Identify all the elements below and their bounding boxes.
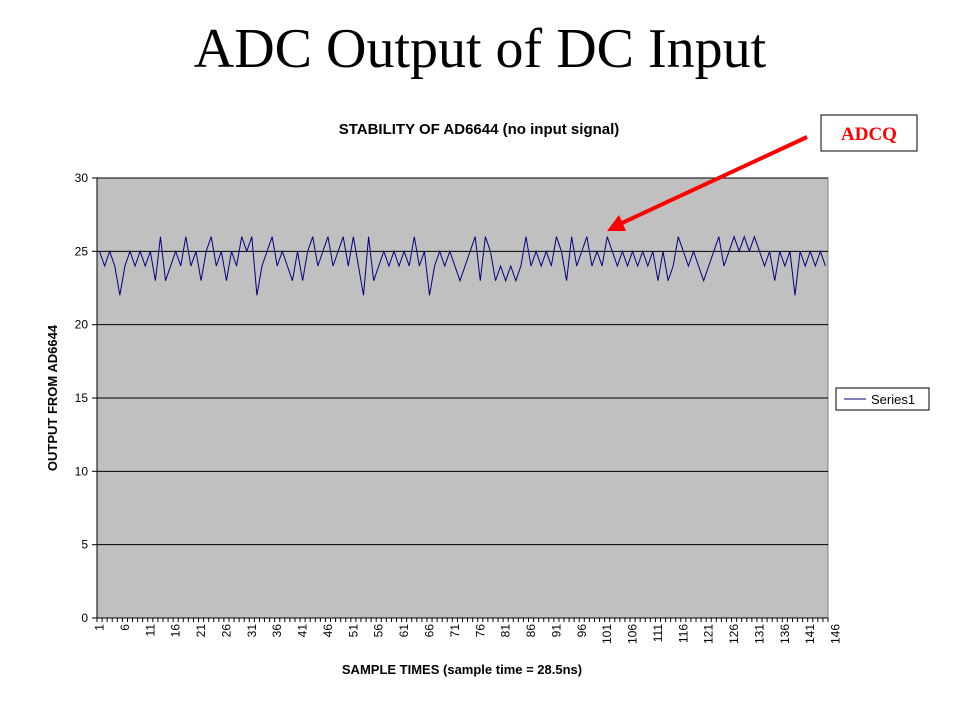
x-tick-label: 141 (803, 624, 817, 644)
x-tick-label: 86 (524, 624, 538, 638)
y-tick-label: 5 (81, 538, 88, 552)
callout-arrowhead (607, 215, 626, 231)
callout-label: ADCQ (841, 124, 897, 145)
callout: ADCQ (607, 114, 918, 231)
x-tick-label: 16 (169, 624, 183, 638)
x-axis: 1 6 11 16 21 26 31 36 41 46 51 56 61 66 71 76 81 86 91 96 10… (93, 617, 843, 644)
y-tick-label: 15 (75, 391, 89, 405)
y-tick-label: 10 (75, 464, 89, 478)
x-tick-label: 26 (219, 624, 233, 638)
chart-title: STABILITY OF AD6644 (no input signal) (339, 121, 620, 138)
callout-box (820, 114, 918, 152)
x-tick-label: 101 (600, 624, 614, 644)
gridlines (97, 177, 828, 546)
x-tick-label: 81 (499, 624, 513, 638)
x-tick-label: 71 (448, 624, 462, 638)
x-tick-label: 56 (372, 624, 386, 638)
x-tick-label: 91 (549, 624, 563, 638)
x-tick-label: 106 (626, 624, 640, 644)
x-tick-label: 146 (829, 624, 843, 644)
y-tick-label: 30 (75, 171, 89, 185)
x-tick-label: 131 (752, 624, 766, 644)
y-axis-label: OUTPUT FROM AD6644 (45, 324, 60, 471)
y-tick-label: 20 (75, 318, 89, 332)
slide-title: ADC Output of DC Input (193, 18, 767, 80)
x-tick-label: 6 (118, 624, 132, 631)
x-tick-label: 111 (651, 624, 665, 643)
x-tick-label: 76 (473, 624, 487, 638)
x-tick-label: 121 (702, 624, 716, 644)
x-tick-label: 116 (676, 624, 690, 643)
legend: Series1 (835, 387, 930, 411)
x-tick-label: 1 (93, 624, 107, 631)
x-tick-label: 36 (270, 624, 284, 638)
x-tick-label: 61 (397, 624, 411, 638)
x-tick-label: 96 (575, 624, 589, 638)
x-tick-label: 46 (321, 624, 335, 638)
x-tick-label: 41 (296, 624, 310, 638)
y-tick-label: 25 (75, 244, 89, 258)
x-tick-label: 136 (778, 624, 792, 644)
x-tick-label: 31 (245, 624, 259, 638)
x-tick-label: 51 (346, 624, 360, 638)
x-tick-label: 66 (423, 624, 437, 638)
legend-label-series1: Series1 (871, 392, 915, 407)
x-axis-label: SAMPLE TIMES (sample time = 28.5ns) (342, 662, 582, 677)
x-tick-label: 126 (727, 624, 741, 644)
x-tick-label: 21 (194, 624, 208, 638)
y-axis: 0 5 10 15 20 25 30 (75, 171, 98, 625)
series-line-series1 (99, 235, 826, 296)
callout-arrow-shaft (621, 135, 808, 225)
y-tick-label: 0 (81, 611, 88, 625)
legend-box (835, 387, 930, 411)
x-tick-label: 11 (143, 624, 157, 637)
